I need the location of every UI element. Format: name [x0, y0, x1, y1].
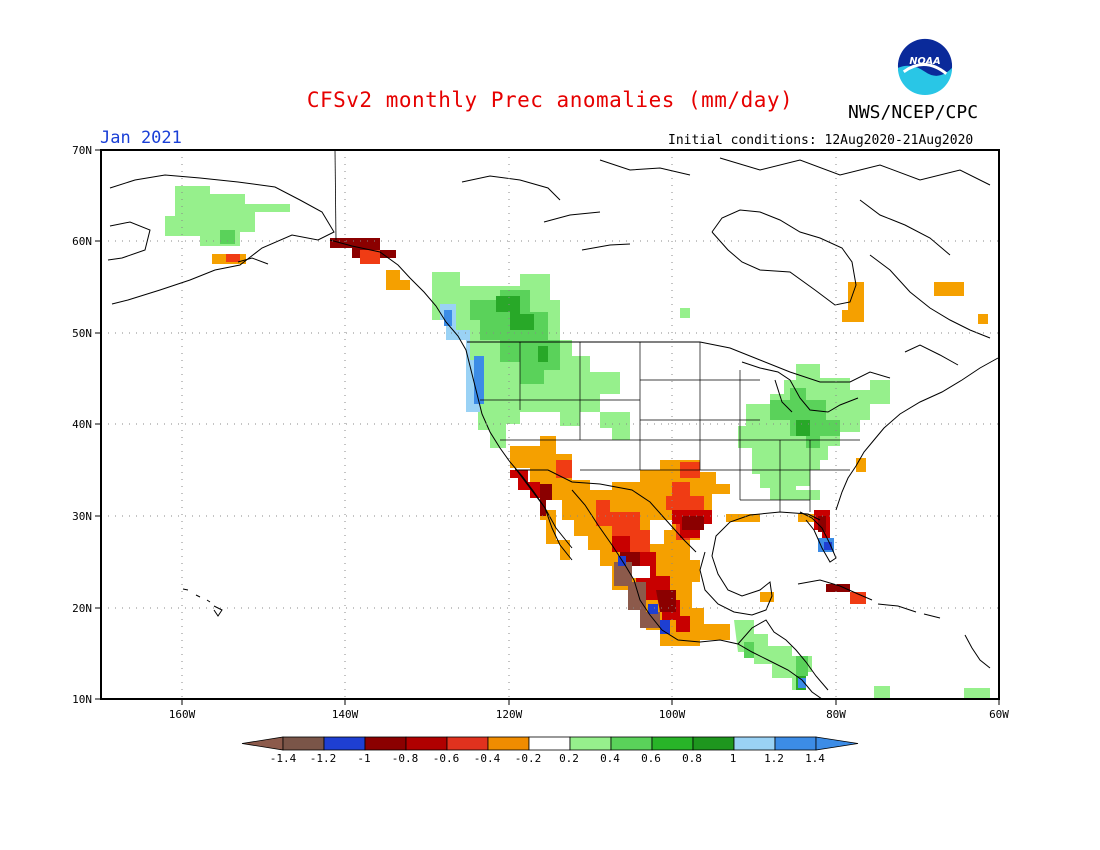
anomaly-region	[826, 584, 850, 592]
noaa-logo: NOAA	[897, 38, 953, 95]
anomaly-region	[682, 516, 704, 530]
colorbar-tick: 0.8	[682, 752, 702, 765]
anomaly-region	[842, 282, 864, 322]
anomaly-region	[978, 314, 988, 324]
lon-label: 60W	[989, 708, 1009, 721]
anomaly-region	[440, 304, 480, 412]
anomaly-region	[964, 688, 990, 699]
lon-label: 100W	[659, 708, 686, 721]
lon-label: 140W	[332, 708, 359, 721]
lon-label: 160W	[169, 708, 196, 721]
state-borders	[480, 342, 860, 512]
anomaly-region	[850, 592, 866, 604]
anomaly-region	[596, 500, 650, 552]
logo-text: NOAA	[909, 56, 940, 67]
colorbar-bin	[528, 736, 571, 751]
anomaly-region	[474, 356, 484, 404]
lat-label: 50N	[72, 327, 92, 340]
anomaly-fields	[165, 186, 990, 699]
colorbar-tick: -0.2	[515, 752, 542, 765]
anomaly-region	[470, 290, 560, 384]
colorbar-bin	[569, 736, 612, 751]
colorbar-bin	[692, 736, 735, 751]
colorbar-tick: -0.6	[433, 752, 460, 765]
colorbar-bin	[446, 736, 489, 751]
anomaly-region	[680, 308, 690, 318]
forecast-month: Jan 2021	[100, 128, 182, 148]
colorbar-bin	[651, 736, 694, 751]
colorbar	[241, 736, 859, 751]
anomaly-region	[796, 420, 810, 436]
anomaly-region	[934, 282, 964, 296]
colorbar-tick: 1.2	[764, 752, 784, 765]
lon-label: 120W	[496, 708, 523, 721]
anomaly-region	[650, 520, 672, 544]
colorbar-bin	[774, 736, 817, 751]
colorbar-tick-labels: -1.4 -1.2 -1 -0.8 -0.6 -0.4 -0.2 0.2 0.4…	[270, 752, 826, 765]
agency-label: NWS/NCEP/CPC	[848, 102, 979, 123]
colorbar-bin	[323, 736, 366, 751]
colorbar-tick: -1.4	[270, 752, 297, 765]
lat-label: 30N	[72, 510, 92, 523]
anomaly-region	[540, 484, 552, 516]
colorbar-bin	[282, 736, 325, 751]
colorbar-bin	[733, 736, 776, 751]
anomaly-region	[386, 270, 410, 290]
coastlines	[107, 150, 999, 699]
colorbar-arrow-right	[815, 736, 859, 751]
anomaly-region	[796, 490, 820, 500]
anomaly-region	[874, 686, 890, 699]
colorbar-tick: 0.4	[600, 752, 620, 765]
anomaly-region	[220, 230, 235, 244]
colorbar-tick: 0.6	[641, 752, 661, 765]
axis-ticks	[95, 149, 1000, 705]
lat-label: 20N	[72, 602, 92, 615]
anomaly-region	[818, 516, 826, 532]
lon-label: 80W	[826, 708, 846, 721]
anomaly-region	[770, 388, 840, 448]
colorbar-bin	[364, 736, 407, 751]
lat-label: 70N	[72, 144, 92, 157]
anomaly-region	[496, 296, 534, 330]
anomaly-region	[856, 458, 866, 472]
anomaly-region	[600, 412, 630, 440]
colorbar-bin	[487, 736, 530, 751]
colorbar-tick: 1.4	[805, 752, 825, 765]
anomaly-region	[796, 656, 808, 676]
anomaly-region	[774, 470, 790, 490]
colorbar-arrow-left	[241, 736, 284, 751]
anomaly-region	[614, 562, 660, 628]
anomaly-region	[734, 620, 812, 690]
anomaly-region	[612, 536, 630, 552]
longitude-labels: 160W 140W 120W 100W 80W 60W	[169, 708, 1010, 721]
anomaly-region	[632, 566, 650, 578]
colorbar-tick: -0.8	[392, 752, 419, 765]
colorbar-tick: 0.2	[559, 752, 579, 765]
colorbar-bin	[405, 736, 448, 751]
anomaly-region	[226, 254, 240, 262]
anomaly-region	[538, 346, 548, 362]
chart-title: CFSv2 monthly Prec anomalies (mm/day)	[306, 88, 794, 112]
colorbar-tick: -1.2	[310, 752, 337, 765]
colorbar-tick: -1	[357, 752, 370, 765]
anomaly-region	[648, 604, 658, 614]
lat-label: 10N	[72, 693, 92, 706]
lat-label: 40N	[72, 418, 92, 431]
graticule	[101, 150, 999, 699]
lat-label: 60N	[72, 235, 92, 248]
colorbar-tick: -0.4	[474, 752, 501, 765]
anomaly-region	[656, 590, 676, 612]
anomaly-region	[726, 514, 760, 522]
colorbar-bin	[610, 736, 653, 751]
anomaly-region	[165, 186, 290, 246]
colorbar-tick: 1	[730, 752, 737, 765]
latitude-labels: 70N 60N 50N 40N 30N 20N 10N	[72, 144, 92, 706]
anomaly-region	[556, 460, 572, 478]
initial-conditions: Initial conditions: 12Aug2020-21Aug2020	[668, 133, 974, 148]
anomaly-region	[360, 250, 380, 264]
anomaly-region	[798, 678, 806, 688]
